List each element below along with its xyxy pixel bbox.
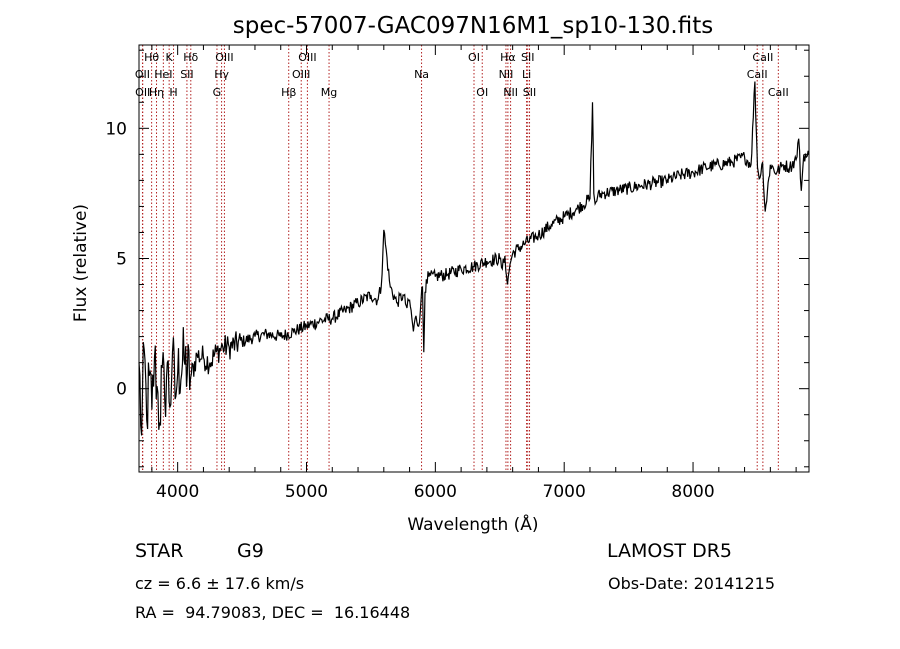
obs-date: Obs-Date: 20141215 [608, 574, 776, 593]
line-label: Mg [321, 86, 337, 99]
line-label: OII [135, 68, 150, 81]
line-label: G [213, 86, 222, 99]
coordinates: RA = 94.79083, DEC = 16.16448 [135, 603, 411, 622]
y-tick-label: 10 [105, 119, 127, 139]
line-label: SII [523, 86, 536, 99]
y-axis-label: Flux (relative) [71, 204, 91, 322]
line-label: Hθ [144, 51, 159, 64]
object-class: STAR [135, 540, 184, 562]
survey-name: LAMOST DR5 [607, 540, 732, 562]
y-tick-label: 0 [116, 380, 127, 400]
x-tick-label: 6000 [414, 482, 457, 502]
x-tick-label: 4000 [156, 482, 199, 502]
line-label: OI [468, 51, 480, 64]
line-label: Na [414, 68, 429, 81]
y-tick-label: 5 [116, 250, 127, 270]
line-label: OIII [298, 51, 316, 64]
spectrum-line [138, 81, 810, 436]
line-label: HeI [154, 68, 172, 81]
line-label: SII [180, 68, 193, 81]
line-label: OIII [292, 68, 310, 81]
line-label: NII [499, 68, 514, 81]
x-axis-label: Wavelength (Å) [407, 513, 538, 535]
y-axis-ticks: 0 5 10 [105, 49, 809, 468]
line-label: K [166, 51, 174, 64]
line-label: Hδ [183, 51, 198, 64]
x-tick-label: 7000 [543, 482, 586, 502]
line-label: CaII [768, 86, 789, 99]
velocity-readout: cz = 6.6 ± 17.6 km/s [135, 574, 305, 593]
spectral-line-markers [141, 45, 779, 472]
line-label: SII [521, 51, 534, 64]
line-label: OI [476, 86, 488, 99]
line-label: Hη [149, 86, 164, 99]
line-label: H [169, 86, 177, 99]
line-label: CaII [752, 51, 773, 64]
x-axis-ticks: 4000 5000 6000 7000 8000 [151, 45, 797, 502]
line-label: Hβ [281, 86, 296, 99]
line-label: CaII [747, 68, 768, 81]
line-label: NII [503, 86, 518, 99]
line-label: Hγ [214, 68, 229, 81]
x-tick-label: 8000 [671, 482, 714, 502]
line-label: OIII [215, 51, 233, 64]
chart-title: spec-57007-GAC097N16M1_sp10-130.fits [233, 13, 713, 39]
object-subclass: G9 [237, 540, 264, 562]
line-label: Hα [500, 51, 516, 64]
line-label: Li [522, 68, 531, 81]
x-tick-label: 5000 [285, 482, 328, 502]
